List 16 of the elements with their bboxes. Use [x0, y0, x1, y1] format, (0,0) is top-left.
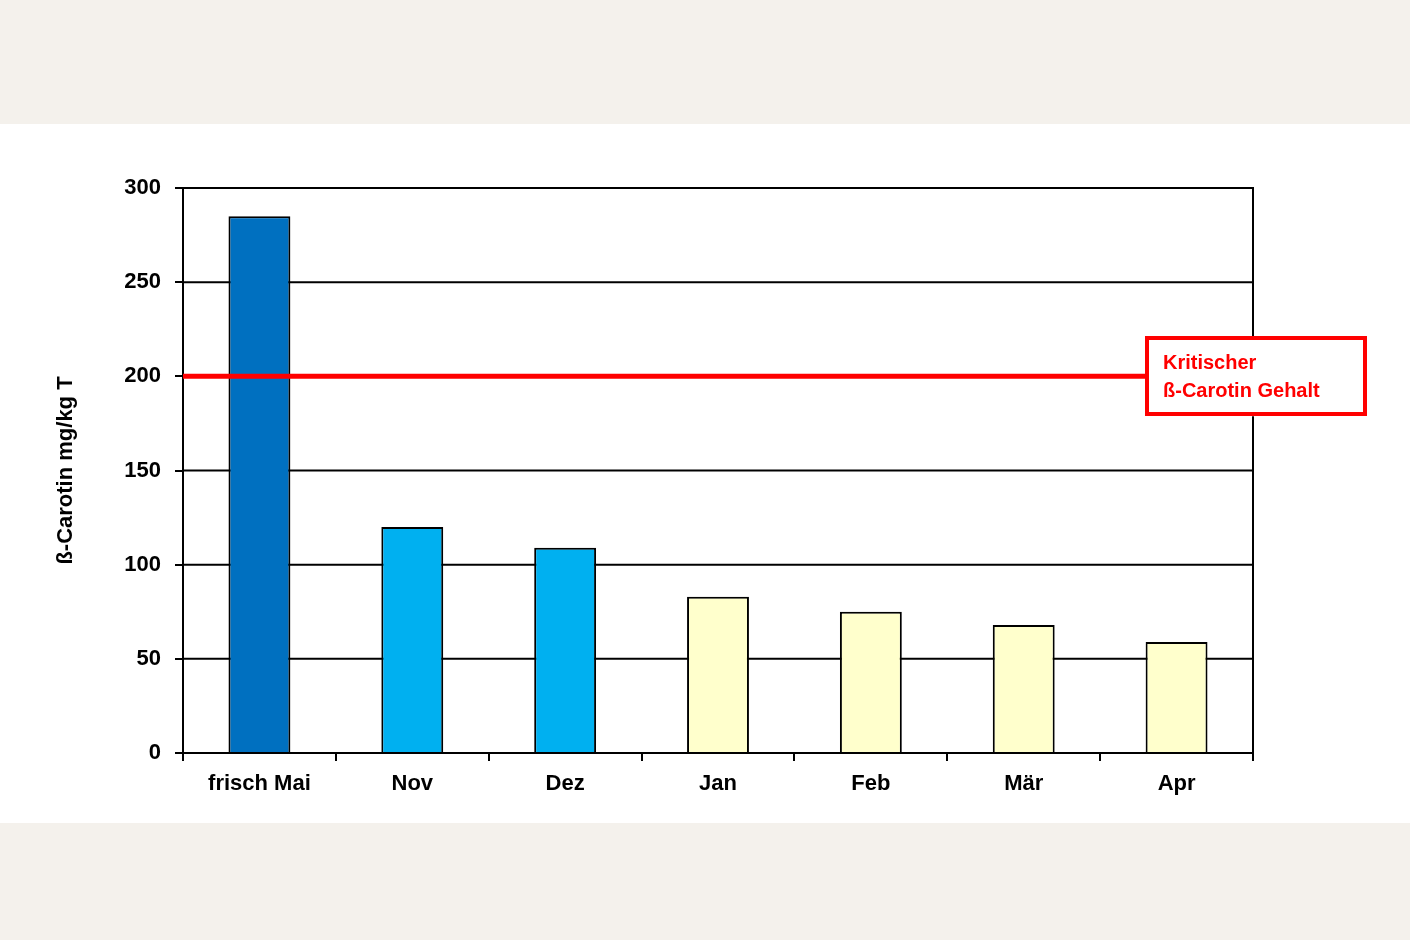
y-tick-label: 50: [136, 644, 161, 670]
x-tick-label: Mär: [1004, 770, 1044, 796]
y-tick-label: 100: [124, 550, 161, 576]
y-tick-label: 250: [124, 268, 161, 294]
x-tick-label: Jan: [699, 770, 737, 796]
x-tick-label: Nov: [391, 770, 434, 796]
x-tick-label: Dez: [545, 770, 585, 796]
y-tick-label: 150: [124, 456, 161, 482]
y-axis-title: ß-Carotin mg/kg T: [52, 375, 78, 565]
y-tick-label: 300: [124, 174, 161, 200]
x-tick-label: Feb: [851, 770, 891, 796]
y-tick-label: 0: [148, 739, 161, 765]
y-tick-label: 200: [124, 362, 161, 388]
x-tick-label: frisch Mai: [208, 770, 311, 796]
ref-line-label: Kritischer ß-Carotin Gehalt: [1163, 351, 1320, 402]
x-tick-label: Apr: [1157, 770, 1196, 796]
